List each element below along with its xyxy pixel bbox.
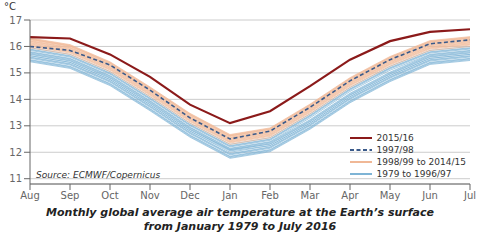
svg-text:Jan: Jan [221, 190, 237, 201]
html-text:°C: °C [4, 1, 16, 12]
html-text:2015/16: 2015/16 [376, 133, 414, 143]
svg-text:Aug: Aug [20, 190, 40, 201]
svg-text:Feb: Feb [261, 190, 279, 201]
html-text:Source: ECMWF/Copernicus: Source: ECMWF/Copernicus [36, 170, 161, 180]
svg-text:Jul: Jul [463, 190, 476, 201]
svg-text:14: 14 [9, 94, 22, 105]
svg-text:Apr: Apr [341, 190, 359, 201]
svg-text:11: 11 [9, 173, 22, 184]
svg-text:15: 15 [9, 67, 22, 78]
html-text:1997/98: 1997/98 [376, 145, 414, 155]
svg-text:Sep: Sep [61, 190, 80, 201]
svg-text:Mar: Mar [301, 190, 321, 201]
svg-text:May: May [380, 190, 401, 201]
svg-text:16: 16 [9, 41, 22, 52]
svg-text:Nov: Nov [140, 190, 160, 201]
svg-text:Jun: Jun [421, 190, 438, 201]
html-text:Monthly global average air tem: Monthly global average air temperature a… [46, 206, 434, 233]
svg-text:17: 17 [9, 15, 22, 26]
svg-text:12: 12 [9, 147, 22, 158]
html-text:1979 to 1996/97: 1979 to 1996/97 [376, 169, 452, 179]
html-text:1998/99 to 2014/15: 1998/99 to 2014/15 [376, 157, 466, 167]
svg-text:Dec: Dec [180, 190, 199, 201]
svg-text:Oct: Oct [101, 190, 118, 201]
svg-text:13: 13 [9, 120, 22, 131]
